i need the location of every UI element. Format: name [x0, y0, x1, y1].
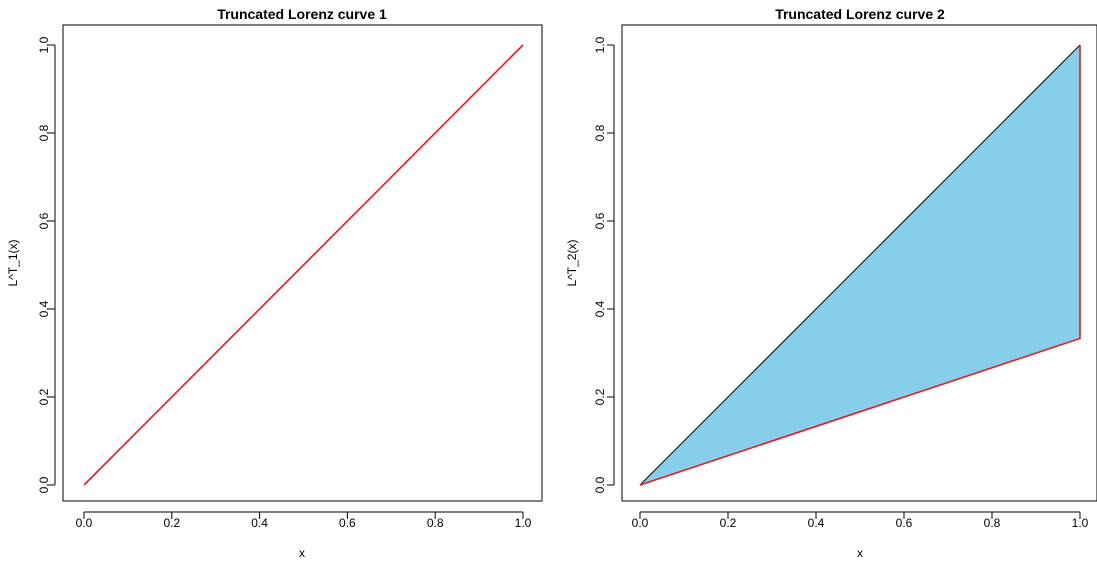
y-tick-label: 1.0 — [37, 36, 51, 53]
y-tick-label: 0.4 — [593, 300, 607, 317]
y-axis-label: L^T_2(x) — [565, 240, 579, 287]
y-tick-label: 0.8 — [37, 124, 51, 141]
y-tick-label: 1.0 — [593, 36, 607, 53]
chart-panel-2: 0.0 0.2 0.4 0.6 0.8 1.0 0.0 0.2 0.4 0.6 0.8 1.0 Trun… — [565, 6, 1097, 560]
plot-frame — [62, 24, 543, 502]
x-axis-label: x — [857, 546, 863, 560]
y-axis-label: L^T_1(x) — [6, 240, 20, 287]
x-tick-label: 0.8 — [984, 516, 1001, 530]
y-tick-label: 0.2 — [37, 388, 51, 405]
x-tick-label: 0.2 — [163, 516, 180, 530]
x-tick-label: 0.0 — [76, 516, 93, 530]
chart-title: Truncated Lorenz curve 2 — [775, 6, 945, 22]
y-tick-label: 0.6 — [593, 212, 607, 229]
x-tick-label: 0.0 — [632, 516, 649, 530]
y-tick-label: 0.4 — [37, 300, 51, 317]
x-tick-label: 0.4 — [808, 516, 825, 530]
x-tick-label: 1.0 — [1072, 516, 1089, 530]
x-axis-label: x — [299, 546, 305, 560]
series-line-1 — [639, 44, 1081, 486]
x-tick-label: 0.6 — [339, 516, 356, 530]
x-tick-label: 1.0 — [515, 516, 532, 530]
y-tick-label: 0.0 — [593, 476, 607, 493]
x-tick-label: 0.6 — [896, 516, 913, 530]
chart-panel-1: 0.0 0.2 0.4 0.6 0.8 1.0 0.0 0.2 0.4 0.6 0.8 1.0 Trun… — [6, 6, 543, 560]
plot-frame — [621, 24, 1097, 502]
series-line-2 — [639, 45, 1081, 486]
series-line-1 — [83, 44, 524, 486]
chart-title: Truncated Lorenz curve 1 — [217, 6, 387, 22]
y-tick-label: 0.0 — [37, 476, 51, 493]
y-tick-label: 0.6 — [37, 212, 51, 229]
x-tick-label: 0.2 — [720, 516, 737, 530]
y-tick-label: 0.8 — [593, 124, 607, 141]
x-tick-label: 0.8 — [427, 516, 444, 530]
y-tick-label: 0.2 — [593, 388, 607, 405]
x-tick-label: 0.4 — [251, 516, 268, 530]
